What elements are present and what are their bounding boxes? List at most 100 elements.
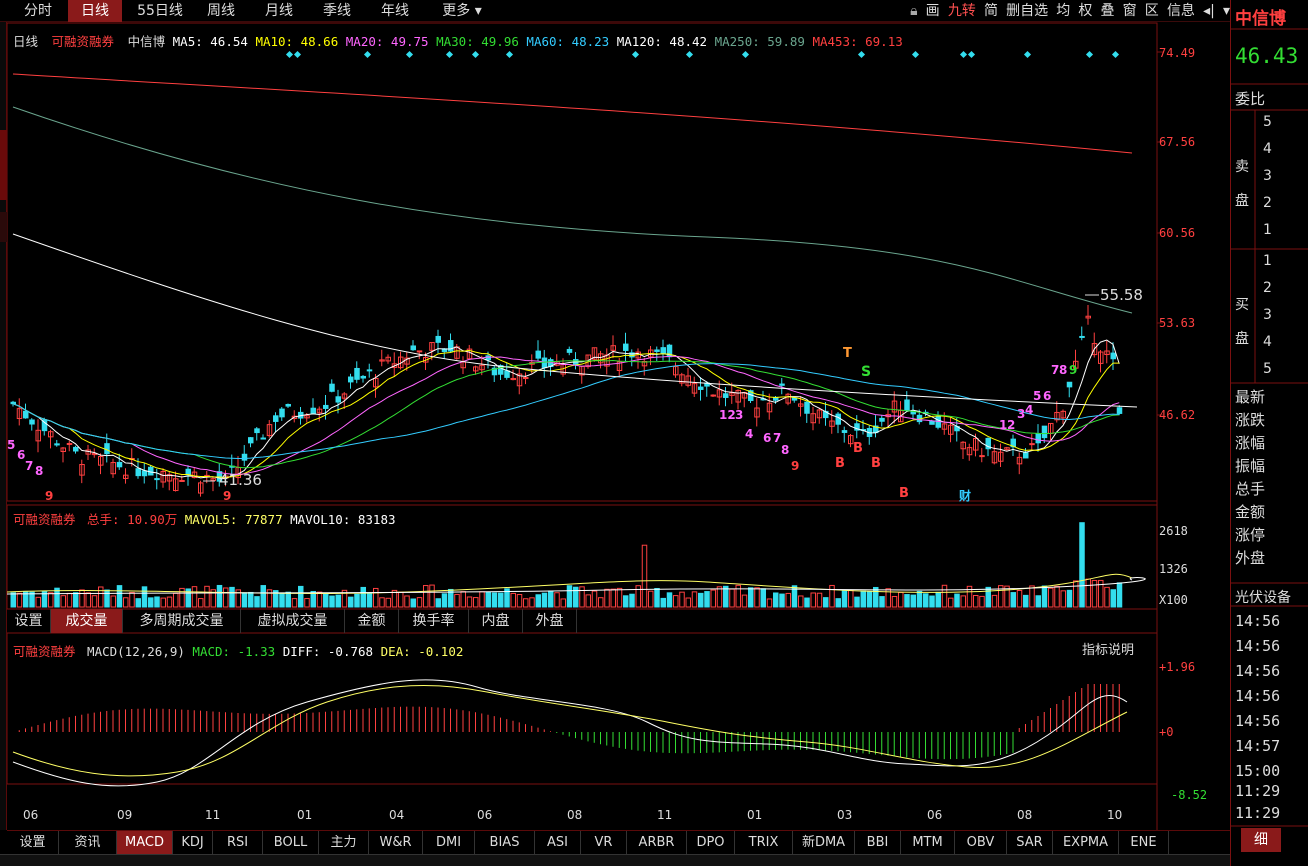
tab-yearly[interactable]: 年线 (381, 3, 409, 19)
indicator-tab-mtm[interactable]: MTM (901, 831, 955, 855)
subtab-volume[interactable]: 成交量 (51, 609, 123, 633)
tab-fenshi[interactable]: 分时 (24, 3, 52, 19)
tool-draw[interactable]: 画 (925, 3, 940, 19)
tab-weekly[interactable]: 周线 (207, 3, 235, 19)
menu-limit-up[interactable]: 涨停 (1235, 526, 1266, 544)
indicator-tab-boll[interactable]: BOLL (263, 831, 319, 855)
lock-icon[interactable]: 🔒︎ (910, 3, 918, 19)
subtab-settings[interactable]: 设置 (7, 609, 51, 633)
indicator-help-link[interactable]: 指标说明 (1082, 643, 1135, 658)
menu-total-volume[interactable]: 总手 (1235, 480, 1266, 498)
indicator-tab-kdj[interactable]: KDJ (173, 831, 213, 855)
panel-toggle-icon[interactable]: ◂| (1203, 3, 1215, 19)
subtab-outer[interactable]: 外盘 (523, 609, 577, 633)
indicator-tab-[interactable]: 主力 (319, 831, 369, 855)
tab-55-day[interactable]: 55日线 (137, 3, 183, 19)
indicator-tab-macd[interactable]: MACD (117, 831, 173, 855)
sell-level: 3 (1263, 168, 1272, 184)
indicator-tab-asi[interactable]: ASI (535, 831, 581, 855)
menu-amount[interactable]: 金额 (1235, 503, 1266, 521)
volume-bar (785, 592, 791, 608)
tool-simple[interactable]: 简 (983, 3, 998, 19)
volume-bar (279, 592, 285, 608)
indicator-tab-sar[interactable]: SAR (1007, 831, 1053, 855)
volume-bar (323, 593, 329, 608)
subtab-multi-period[interactable]: 多周期成交量 (123, 609, 241, 633)
subtab-virtual-volume[interactable]: 虚拟成交量 (241, 609, 345, 633)
buy-marker: B (899, 486, 909, 501)
candle-body (479, 364, 485, 371)
tool-info[interactable]: 信息 (1166, 3, 1195, 19)
subtab-inner[interactable]: 内盘 (469, 609, 523, 633)
candle-body (498, 365, 504, 375)
tab-daily[interactable]: 日线 (68, 0, 122, 22)
tool-average[interactable]: 均 (1056, 3, 1071, 19)
candle-body (60, 447, 66, 453)
volume-bar (341, 589, 348, 608)
indicator-tab-ene[interactable]: ENE (1119, 831, 1169, 855)
volume-bar (604, 588, 610, 608)
indicator-tab-[interactable]: 设置 (7, 831, 59, 855)
menu-amplitude[interactable]: 振幅 (1235, 457, 1266, 475)
volume-bar (904, 594, 910, 608)
indicator-tab-expma[interactable]: EXPMA (1053, 831, 1119, 855)
nine-turn-count: 6 (1043, 389, 1051, 403)
volume-bar (135, 598, 141, 608)
indicator-tab-wr[interactable]: W&R (369, 831, 423, 855)
indicator-tab-dmi[interactable]: DMI (423, 831, 475, 855)
indicator-tab-bias[interactable]: BIAS (475, 831, 535, 855)
volume-bar (23, 591, 29, 608)
indicator-tab-dma[interactable]: 新DMA (793, 831, 855, 855)
menu-outer[interactable]: 外盘 (1235, 549, 1266, 567)
menu-change-pct[interactable]: 涨幅 (1235, 434, 1266, 452)
tool-rights[interactable]: 权 (1078, 3, 1093, 19)
indicator-tab-[interactable]: 资讯 (59, 831, 117, 855)
ma10-line (12, 349, 1120, 479)
tool-nine-turn[interactable]: 九转 (947, 3, 976, 19)
date-tick: 11 (657, 808, 673, 822)
chevron-down-icon[interactable]: ▾ (1222, 3, 1230, 19)
signal-diamond (1111, 50, 1120, 59)
indicator-tab-rsi[interactable]: RSI (213, 831, 263, 855)
indicator-tab-arbr[interactable]: ARBR (627, 831, 687, 855)
candle-body (516, 373, 523, 387)
indicator-tab-bbi[interactable]: BBI (855, 831, 901, 855)
candle-body (73, 446, 79, 452)
volume-bar (841, 590, 848, 608)
chart-area[interactable]: B B B B S T 财 5 6 7 8 9 9 12 3 4 6 7 8 9 1 2 3 4 5 6 7 8 9 日线 可融资融券 … (6, 22, 1230, 830)
volume-bar (1098, 579, 1104, 608)
tab-more[interactable]: 更多 ▾ (442, 3, 482, 19)
indicator-tab-dpo[interactable]: DPO (687, 831, 735, 855)
price-tick: 53.63 (1159, 316, 1196, 330)
tab-monthly[interactable]: 月线 (265, 3, 293, 19)
candle-body (816, 409, 823, 419)
candle-body (854, 423, 860, 431)
dea-line (12, 684, 1128, 777)
tool-window[interactable]: 窗 (1122, 3, 1137, 19)
volume-bar (541, 592, 548, 608)
candle-body (79, 464, 85, 476)
industry-label[interactable]: 光伏设备 (1235, 590, 1291, 606)
volume-legend: 可融资融券 总手: 10.90万 MAVOL5: 77877 MAVOL10: … (13, 509, 396, 528)
volume-bar (523, 598, 529, 608)
volume-bar (1060, 590, 1066, 608)
subtab-amount[interactable]: 金额 (345, 609, 399, 633)
volume-bar (610, 588, 616, 608)
menu-change[interactable]: 涨跌 (1235, 411, 1266, 429)
candle-body (654, 349, 660, 352)
volume-bar (616, 587, 623, 608)
volume-bar (1016, 589, 1023, 608)
tool-range[interactable]: 区 (1144, 3, 1159, 19)
tab-quarterly[interactable]: 季线 (323, 3, 351, 19)
indicator-tab-obv[interactable]: OBV (955, 831, 1007, 855)
indicator-tab-vr[interactable]: VR (581, 831, 627, 855)
indicator-tab-trix[interactable]: TRIX (735, 831, 793, 855)
tool-remove-watchlist[interactable]: 删自选 (1006, 3, 1049, 19)
candle-body (929, 420, 935, 425)
subtab-turnover[interactable]: 换手率 (399, 609, 469, 633)
menu-latest[interactable]: 最新 (1235, 388, 1266, 406)
volume-bar (923, 593, 929, 608)
tool-overlay[interactable]: 叠 (1100, 3, 1115, 19)
tab-detail[interactable]: 细 (1241, 828, 1281, 852)
